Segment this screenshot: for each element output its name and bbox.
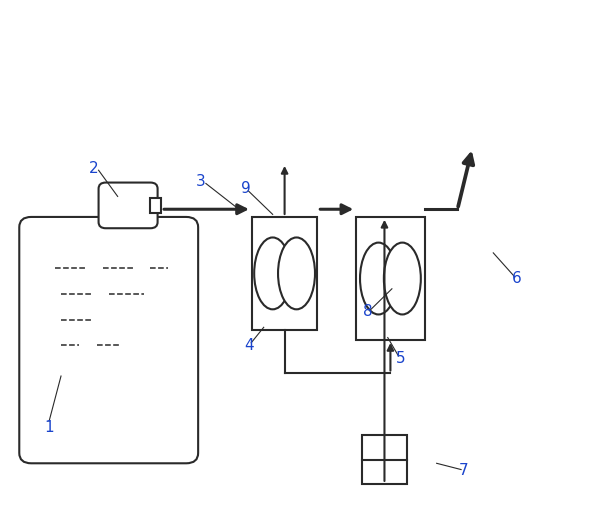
Ellipse shape [360, 243, 397, 314]
Ellipse shape [254, 237, 291, 309]
FancyBboxPatch shape [19, 217, 198, 463]
Bar [362, 435, 407, 484]
Text: 5: 5 [396, 350, 406, 365]
Bar [356, 217, 425, 340]
Text: 4: 4 [244, 338, 253, 353]
Text: 1: 1 [44, 420, 54, 435]
Text: 7: 7 [459, 463, 468, 478]
Text: 3: 3 [196, 173, 206, 188]
FancyBboxPatch shape [99, 183, 158, 228]
Text: 9: 9 [241, 181, 251, 196]
Text: 6: 6 [512, 271, 522, 286]
Ellipse shape [384, 243, 421, 314]
Ellipse shape [278, 237, 315, 309]
Text: 2: 2 [89, 160, 99, 175]
Text: 8: 8 [363, 304, 373, 319]
Bar [150, 198, 161, 213]
Bar [252, 217, 317, 330]
